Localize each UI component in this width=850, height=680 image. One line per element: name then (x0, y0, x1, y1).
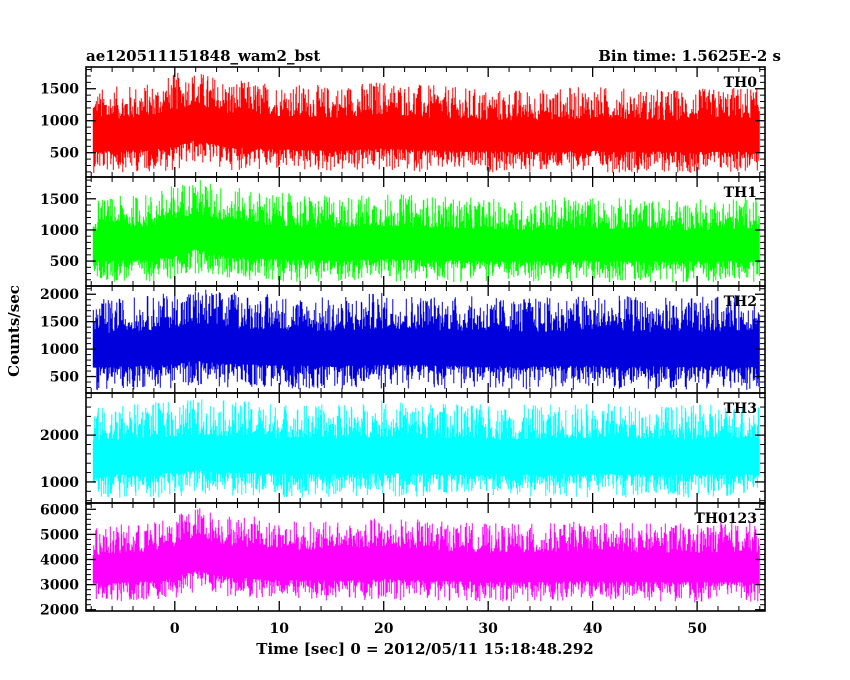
panel-th0123: 2000 3000 4000 5000 6000 TH0123 (40, 502, 766, 619)
series-label: TH1 (724, 185, 757, 201)
x-tick-label: 40 (583, 621, 603, 637)
y-tick-label: 2000 (40, 287, 79, 303)
x-tick-label: 10 (270, 621, 290, 637)
y-tick-label: 2000 (40, 603, 79, 619)
panel-th0: 500 1000 1500 TH0 (40, 66, 766, 178)
y-tick-label: 500 (50, 370, 79, 386)
x-tick-label: 50 (687, 621, 707, 637)
y-tick-label: 500 (50, 254, 79, 270)
series-th0 (92, 72, 760, 173)
y-tick-label: 4000 (40, 553, 79, 569)
panel-th2: 500 1000 1500 2000 TH2 (40, 285, 766, 394)
series-label: TH0 (724, 75, 758, 91)
y-tick-label: 1000 (40, 114, 79, 130)
series-label: TH2 (724, 294, 757, 310)
y-tick-label: 1500 (40, 82, 79, 98)
y-tick-label: 5000 (40, 527, 79, 543)
bin-time-label: Bin time: 1.5625E-2 s (598, 47, 781, 65)
y-tick-label: 1000 (40, 342, 79, 358)
x-axis-label: Time [sec] 0 = 2012/05/11 15:18:48.292 (256, 640, 593, 658)
y-tick-label: 1000 (40, 223, 79, 239)
panel-th3: 1000 2000 TH3 (40, 392, 766, 504)
x-tick-label: 30 (478, 621, 498, 637)
series-th0123 (92, 508, 760, 603)
y-tick-label: 500 (50, 146, 79, 162)
series-th2 (92, 289, 760, 391)
series-label: TH3 (724, 401, 757, 417)
chart-title: ae120511151848_wam2_bst (86, 47, 320, 65)
y-tick-label: 1500 (40, 315, 79, 331)
y-tick-label: 1000 (40, 475, 79, 491)
x-tick-label: 20 (374, 621, 394, 637)
series-th1 (92, 180, 760, 283)
y-tick-label: 2000 (40, 428, 79, 444)
y-tick-label: 6000 (40, 502, 79, 518)
series-label: TH0123 (694, 511, 757, 527)
y-tick-label: 3000 (40, 578, 79, 594)
x-tick-label: 0 (170, 621, 180, 637)
series-th3 (92, 399, 760, 498)
y-axis-label: Counts/sec (5, 285, 23, 377)
panel-th1: 500 1000 1500 TH1 (40, 176, 766, 287)
y-tick-label: 1500 (40, 192, 79, 208)
